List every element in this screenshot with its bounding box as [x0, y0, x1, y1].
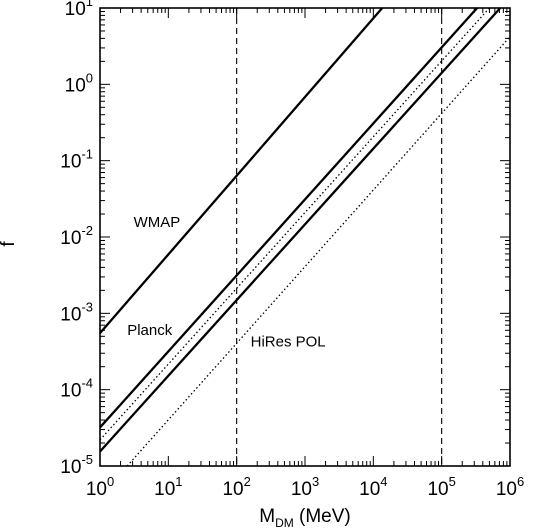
series-line-2	[99, 7, 490, 441]
annotations: WMAP Planck HiRes POL	[127, 214, 325, 350]
series-line-1	[99, 7, 478, 429]
series-line-3	[99, 7, 502, 453]
y-axis-ticks: 10-5 10-4 10-3 10-2 10-1 100 101	[60, 0, 510, 478]
y-tick-label: 10-1	[60, 147, 93, 173]
y-tick-label: 100	[65, 70, 93, 96]
annotation-1: Planck	[127, 322, 173, 339]
y-tick-label: 10-5	[60, 452, 93, 478]
x-tick-label: 101	[154, 474, 182, 500]
x-axis-label: MDM (MeV)	[259, 506, 351, 529]
y-tick-label: 10-3	[60, 299, 93, 325]
annotation-2: HiRes POL	[251, 333, 326, 350]
annotation-0: WMAP	[134, 214, 181, 231]
x-tick-label: 103	[291, 474, 319, 500]
y-axis-label: f	[0, 241, 19, 247]
y-tick-label: 101	[65, 0, 93, 20]
x-tick-label: 106	[496, 474, 524, 500]
x-tick-label: 100	[86, 474, 114, 500]
series-line-0	[99, 7, 384, 334]
y-tick-label: 10-4	[60, 376, 93, 402]
series-line-4	[126, 36, 511, 467]
plot-lines	[99, 7, 511, 467]
x-tick-label: 104	[359, 474, 387, 500]
x-tick-label: 105	[427, 474, 455, 500]
plot-frame	[99, 7, 511, 467]
x-axis-ticks: 100 101 102 103 104 105 106	[86, 8, 524, 500]
y-tick-label: 10-2	[60, 223, 93, 249]
x-tick-label: 102	[222, 474, 250, 500]
